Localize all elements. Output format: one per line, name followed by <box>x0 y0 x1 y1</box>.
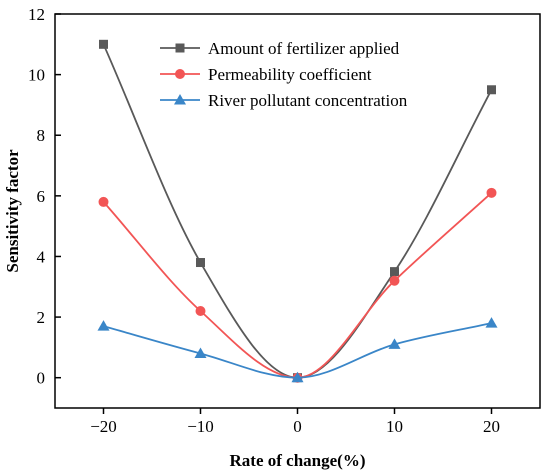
x-axis: −20 −10 0 10 20 <box>90 408 500 436</box>
y-axis: 0 2 4 6 8 10 12 <box>28 5 61 388</box>
x-tick-label: 0 <box>293 417 302 436</box>
y-tick-label: 12 <box>28 5 45 24</box>
legend-marker <box>175 69 185 79</box>
series-layer <box>97 39 498 383</box>
legend-label: River pollutant concentration <box>208 91 408 110</box>
legend-label: Amount of fertilizer applied <box>208 39 400 58</box>
y-tick-label: 8 <box>37 126 46 145</box>
data-point <box>390 267 399 277</box>
data-point <box>99 39 108 49</box>
y-tick-label: 0 <box>37 369 46 388</box>
series-line <box>102 192 493 379</box>
data-point <box>485 317 498 328</box>
legend-label: Permeability coefficient <box>208 65 372 84</box>
data-point <box>291 371 304 383</box>
y-tick-label: 6 <box>37 187 46 206</box>
y-tick-label: 4 <box>37 247 46 266</box>
data-point <box>389 275 400 286</box>
data-point <box>486 187 497 198</box>
y-axis-title: Sensitivity factor <box>3 149 22 273</box>
x-tick-label: −20 <box>90 417 117 436</box>
y-tick-label: 10 <box>28 66 45 85</box>
data-point <box>97 320 110 331</box>
x-tick-label: 20 <box>483 417 500 436</box>
legend: Amount of fertilizer applied Permeability… <box>160 39 408 110</box>
series-river-pollutant <box>97 317 498 383</box>
legend-marker <box>175 43 185 53</box>
legend-marker <box>174 94 186 105</box>
data-point <box>388 338 401 349</box>
series-line <box>103 322 492 379</box>
x-tick-label: −10 <box>187 417 214 436</box>
data-point <box>195 306 206 317</box>
data-point <box>98 196 109 207</box>
x-axis-title: Rate of change(%) <box>230 451 366 470</box>
x-tick-label: 10 <box>386 417 403 436</box>
data-point <box>487 85 496 95</box>
data-point <box>196 258 205 268</box>
data-point <box>194 347 207 358</box>
series-permeability <box>98 187 497 383</box>
y-tick-label: 2 <box>37 308 46 327</box>
